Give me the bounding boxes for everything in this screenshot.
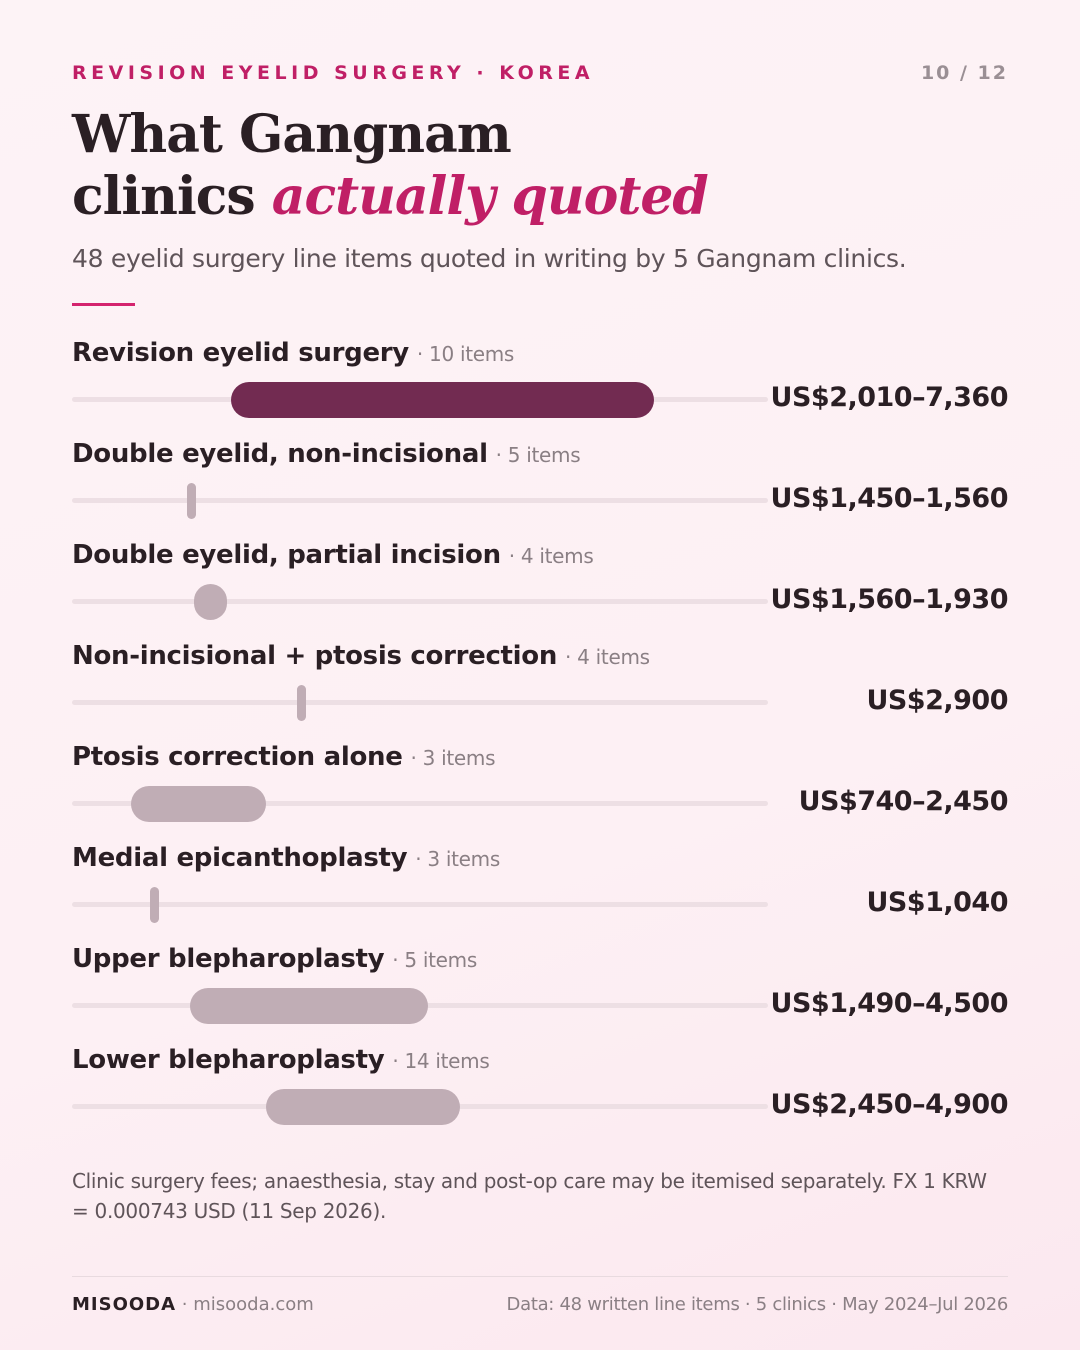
category-name: Double eyelid, partial incision <box>72 540 501 570</box>
chart-row: Ptosis correction alone · 3 items US$740–… <box>72 742 1009 832</box>
range-track <box>72 498 768 503</box>
range-value-label: US$1,040 <box>866 887 1008 918</box>
chart-row: Lower blepharoplasty · 14 items US$2,450–… <box>72 1045 1009 1135</box>
data-source: Data: 48 written line items · 5 clinics … <box>506 1294 1009 1315</box>
subtitle: 48 eyelid surgery line items quoted in w… <box>72 244 907 273</box>
category-name: Lower blepharoplasty <box>72 1045 385 1075</box>
item-count: · 14 items <box>392 1049 490 1073</box>
range-value-label: US$1,560–1,930 <box>770 584 1009 615</box>
item-count: · 10 items <box>416 342 515 366</box>
range-track <box>72 801 768 806</box>
range-bar <box>265 1089 460 1125</box>
category-name: Revision eyelid surgery <box>72 338 409 368</box>
category-name: Upper blepharoplasty <box>72 944 385 974</box>
range-track <box>72 902 768 907</box>
range-value-label: US$740–2,450 <box>798 786 1009 817</box>
row-label: Lower blepharoplasty · 14 items <box>72 1045 490 1075</box>
row-label: Medial epicanthoplasty · 3 items <box>72 843 500 873</box>
title-accent: actually quoted <box>271 166 709 227</box>
title-line-2: clinics <box>72 166 272 227</box>
range-bar <box>130 786 266 822</box>
page-indicator: 10 / 12 <box>920 62 1008 84</box>
range-bar <box>230 382 655 418</box>
range-track <box>72 700 768 705</box>
footnote: Clinic surgery fees; anaesthesia, stay a… <box>72 1169 987 1223</box>
item-count: · 5 items <box>392 948 477 972</box>
row-label: Non-incisional + ptosis correction · 4 i… <box>72 641 650 671</box>
chart-row: Medial epicanthoplasty · 3 items US$1,040 <box>72 843 1008 933</box>
range-value-label: US$2,010–7,360 <box>770 382 1009 413</box>
title-line-1: What Gangnam <box>72 104 512 165</box>
kicker: REVISION EYELID SURGERY · KOREA <box>72 62 595 84</box>
accent-rule <box>72 303 135 306</box>
footer-divider <box>72 1276 1008 1277</box>
range-bar <box>296 685 306 721</box>
chart-row: Double eyelid, partial incision · 4 item… <box>72 540 1009 630</box>
item-count: · 4 items <box>565 645 650 669</box>
chart-row: Double eyelid, non-incisional · 5 items U… <box>72 439 1009 529</box>
row-label: Ptosis correction alone · 3 items <box>72 742 496 772</box>
chart-row: Non-incisional + ptosis correction · 4 i… <box>72 641 1008 731</box>
category-name: Non-incisional + ptosis correction <box>72 641 558 671</box>
chart-row: Revision eyelid surgery · 10 items US$2,0… <box>72 338 1009 428</box>
brand-name: MISOODA <box>72 1294 177 1315</box>
range-bar <box>149 887 159 923</box>
category-name: Double eyelid, non-incisional <box>72 439 488 469</box>
item-count: · 3 items <box>410 746 496 770</box>
item-count: · 3 items <box>415 847 500 871</box>
range-bar <box>193 584 227 620</box>
range-bar <box>186 483 196 519</box>
row-label: Revision eyelid surgery · 10 items <box>72 338 514 368</box>
row-label: Double eyelid, non-incisional · 5 items <box>72 439 581 469</box>
brand-site: · misooda.com <box>181 1294 314 1315</box>
category-name: Ptosis correction alone <box>72 742 403 772</box>
page-title: What Gangnam clinics actually quoted <box>72 104 709 228</box>
range-value-label: US$2,450–4,900 <box>770 1089 1009 1120</box>
range-track <box>72 599 768 604</box>
range-value-label: US$1,450–1,560 <box>770 483 1009 514</box>
category-name: Medial epicanthoplasty <box>72 843 408 873</box>
range-value-label: US$1,490–4,500 <box>770 988 1009 1019</box>
item-count: · 4 items <box>508 544 594 568</box>
range-bar <box>189 988 428 1024</box>
row-label: Double eyelid, partial incision · 4 item… <box>72 540 594 570</box>
range-value-label: US$2,900 <box>866 685 1008 716</box>
chart-row: Upper blepharoplasty · 5 items US$1,490–4… <box>72 944 1009 1034</box>
brand: MISOODA · misooda.com <box>72 1294 314 1315</box>
item-count: · 5 items <box>495 443 581 467</box>
row-label: Upper blepharoplasty · 5 items <box>72 944 477 974</box>
